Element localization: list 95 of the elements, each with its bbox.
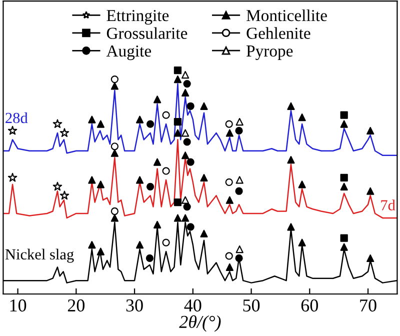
point [146,254,154,262]
point [236,176,244,184]
point [110,75,118,84]
legend-label: Gehlenite [246,27,310,39]
point [226,263,234,271]
series-label: 28d [6,112,28,124]
point [340,182,348,190]
point [225,252,233,260]
point [236,245,244,254]
x-tick-label: 30 [126,299,143,312]
point [225,120,233,128]
legend-label: Ettringite [106,10,169,25]
point [340,234,348,242]
point [136,116,144,124]
point [174,198,182,206]
point [174,214,182,222]
point [183,80,191,88]
x-tick-label: 10 [10,299,26,312]
series-label: 7d [381,200,396,210]
point [60,190,70,200]
point [8,126,18,135]
point [366,254,374,262]
point [235,254,243,262]
point [174,75,182,84]
point [340,243,348,251]
point [96,120,104,128]
x-tick-label: 70 [360,299,376,312]
point [298,114,306,122]
x-tick-label: 20 [68,299,84,312]
point [340,174,348,182]
point [236,118,244,126]
point [226,129,234,137]
point [146,120,154,128]
point [110,82,118,90]
point [298,180,306,188]
legend-label: Augite [106,45,152,60]
point [225,178,233,186]
point [52,182,62,191]
point [200,102,208,110]
x-axis-title: 2θ/(°) [179,315,221,332]
point [366,187,374,195]
x-tick-label: 50 [243,299,260,312]
point [153,158,162,166]
point [96,248,104,256]
series-label: Nickel slag [5,248,74,263]
legend-label: Monticellite [246,9,327,22]
point [287,156,295,164]
point [110,207,118,216]
point [182,152,190,160]
point [182,196,190,204]
point [8,172,18,182]
point [174,118,182,126]
point [182,129,190,137]
x-tick-label: 60 [301,299,318,312]
point [174,66,182,74]
point [153,96,162,104]
point [183,202,191,211]
point [52,119,62,128]
point [96,180,104,188]
point [182,214,190,222]
point [88,240,96,249]
point [88,176,96,184]
point [146,182,154,190]
point [182,88,190,97]
point [183,138,191,146]
legend-label: Grossularite [106,27,188,39]
point [287,102,295,110]
point [200,174,208,182]
point [366,126,374,135]
point [162,238,170,246]
point [235,126,243,135]
point [60,128,70,137]
point [162,111,170,119]
point [136,176,144,184]
point [340,120,348,128]
point [200,230,208,238]
point [136,240,144,249]
legend-label: Pyrope [246,46,293,60]
x-tick-label: 40 [184,299,202,312]
point [88,116,96,124]
point [186,223,194,231]
point [186,158,194,166]
point [287,223,295,231]
point [186,102,194,110]
point [162,167,170,175]
point [174,129,182,137]
point [340,111,348,119]
point [110,142,118,150]
point [110,149,118,157]
point [110,214,118,222]
point [298,238,306,246]
point [226,196,234,204]
point [182,71,190,79]
point [153,220,162,228]
point [235,187,243,195]
